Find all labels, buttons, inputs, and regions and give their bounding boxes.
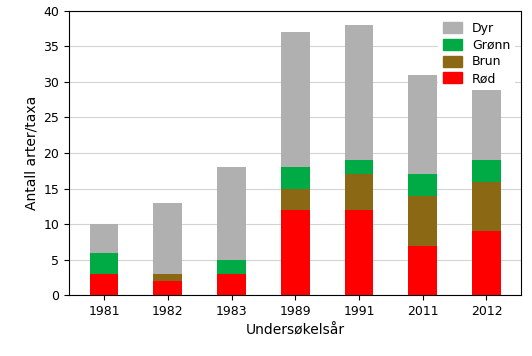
Bar	[217, 260, 246, 274]
Bar	[409, 196, 437, 246]
Bar	[153, 203, 182, 274]
Bar	[345, 174, 373, 210]
Bar	[217, 274, 246, 295]
Bar	[472, 182, 501, 231]
Bar	[90, 224, 119, 253]
Bar	[281, 210, 310, 295]
Bar	[409, 174, 437, 196]
Bar	[472, 32, 501, 160]
Bar	[217, 167, 246, 260]
Bar	[281, 32, 310, 167]
Y-axis label: Antall arter/taxa: Antall arter/taxa	[24, 96, 38, 210]
Bar	[153, 281, 182, 295]
Bar	[345, 160, 373, 174]
Bar	[472, 160, 501, 182]
Bar	[90, 253, 119, 274]
Bar	[345, 25, 373, 160]
Bar	[409, 75, 437, 174]
Bar	[281, 189, 310, 210]
Bar	[153, 274, 182, 281]
Legend: Dyr, Grønn, Brun, Rød: Dyr, Grønn, Brun, Rød	[438, 17, 515, 90]
Bar	[472, 231, 501, 295]
Bar	[345, 210, 373, 295]
Bar	[90, 274, 119, 295]
Bar	[409, 246, 437, 295]
X-axis label: Undersøkelsår: Undersøkelsår	[246, 324, 345, 338]
Bar	[281, 167, 310, 189]
